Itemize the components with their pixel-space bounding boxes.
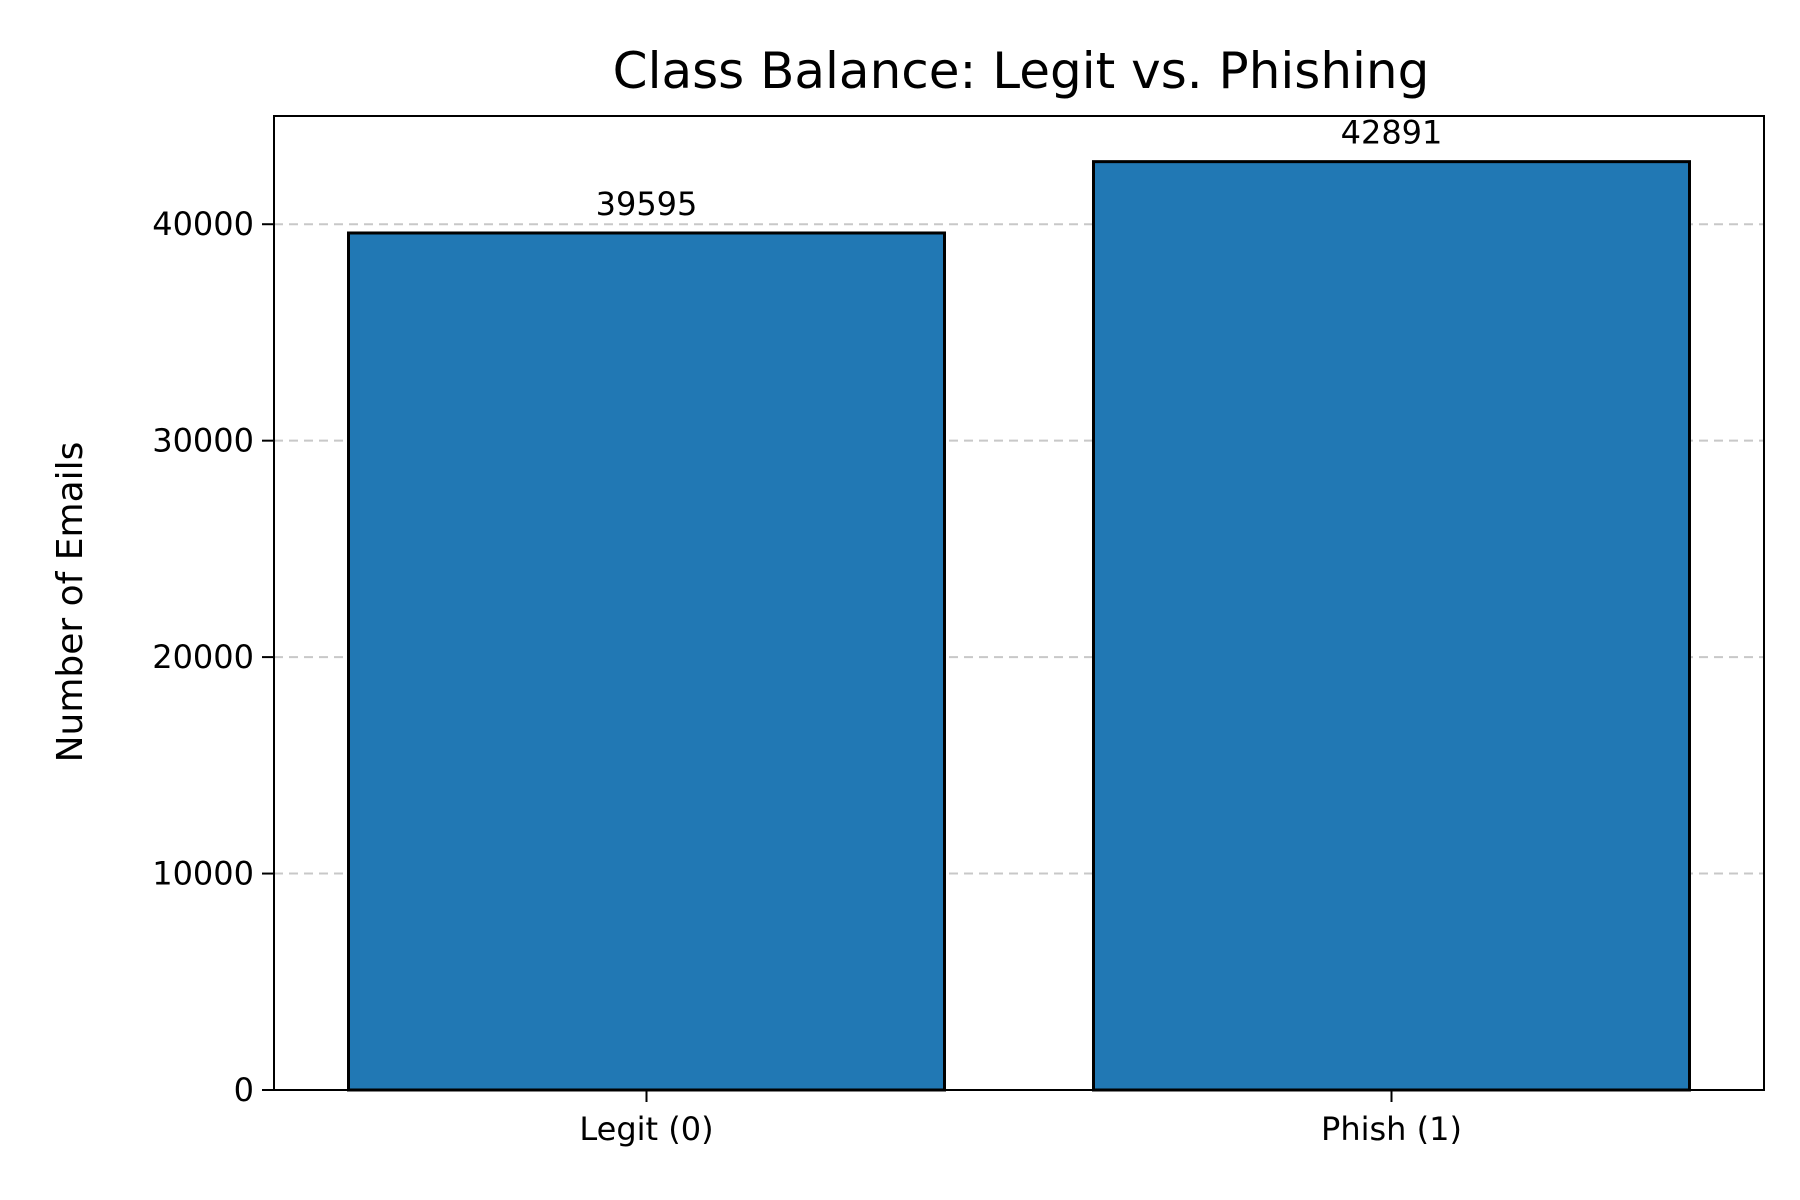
chart-title: Class Balance: Legit vs. Phishing	[613, 42, 1430, 100]
data-label-0: 39595	[596, 185, 698, 223]
bars	[347, 160, 1691, 1092]
y-tick-label: 0	[234, 1071, 254, 1109]
y-axis-ticks: 0 10000 20000 30000 40000	[152, 205, 274, 1109]
bar-0	[347, 231, 946, 1092]
x-tick-label-1: Phish (1)	[1321, 1110, 1462, 1148]
y-tick-label: 20000	[152, 638, 254, 676]
y-tick-label: 40000	[152, 205, 254, 243]
data-labels: 39595 42891	[596, 114, 1443, 223]
plot-frame	[273, 115, 1765, 1091]
y-tick-label: 30000	[152, 422, 254, 460]
bar-1	[1092, 160, 1691, 1092]
data-label-1: 42891	[1341, 114, 1443, 152]
x-tick-label-0: Legit (0)	[579, 1110, 713, 1148]
y-axis-label: Number of Emails	[50, 442, 91, 763]
y-tick-label: 10000	[152, 855, 254, 893]
x-axis-ticks: Legit (0) Phish (1)	[579, 1090, 1462, 1148]
